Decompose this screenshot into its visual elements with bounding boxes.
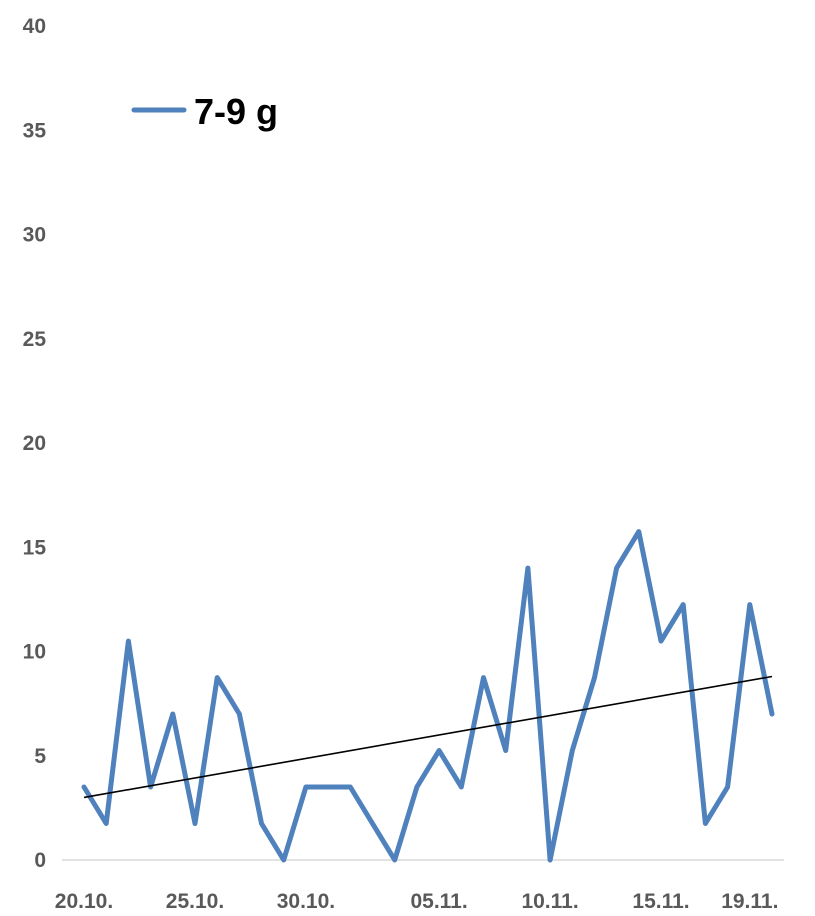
y-tick-label: 15 (23, 536, 47, 559)
x-tick-label: 30.10. (277, 890, 335, 913)
x-tick-label: 05.11. (410, 890, 467, 913)
legend: 7-9 g (131, 91, 278, 132)
y-tick-label: 5 (34, 745, 46, 768)
series-line-7-9g (81, 529, 775, 863)
y-tick-label: 10 (23, 641, 46, 664)
legend-label: 7-9 g (194, 91, 278, 132)
trendline (83, 675, 773, 799)
x-tick-label: 19.11. (721, 890, 778, 913)
y-tick-label: 40 (23, 15, 46, 38)
x-tick-label: 25.10. (166, 890, 224, 913)
y-tick-label: 25 (23, 328, 47, 351)
y-axis-tick-labels: 0 5 10 15 20 25 30 35 40 (23, 15, 47, 872)
x-tick-label: 10.11. (521, 890, 578, 913)
x-axis-tick-labels: 20.10. 25.10. 30.10. 05.11. 10.11. 15.11. 19.1… (55, 890, 779, 913)
y-tick-label: 30 (23, 224, 46, 247)
x-tick-label: 20.10. (55, 890, 113, 913)
x-tick-label: 15.11. (632, 890, 689, 913)
y-tick-label: 0 (34, 849, 46, 872)
y-tick-label: 20 (23, 432, 46, 455)
y-tick-label: 35 (23, 119, 47, 142)
